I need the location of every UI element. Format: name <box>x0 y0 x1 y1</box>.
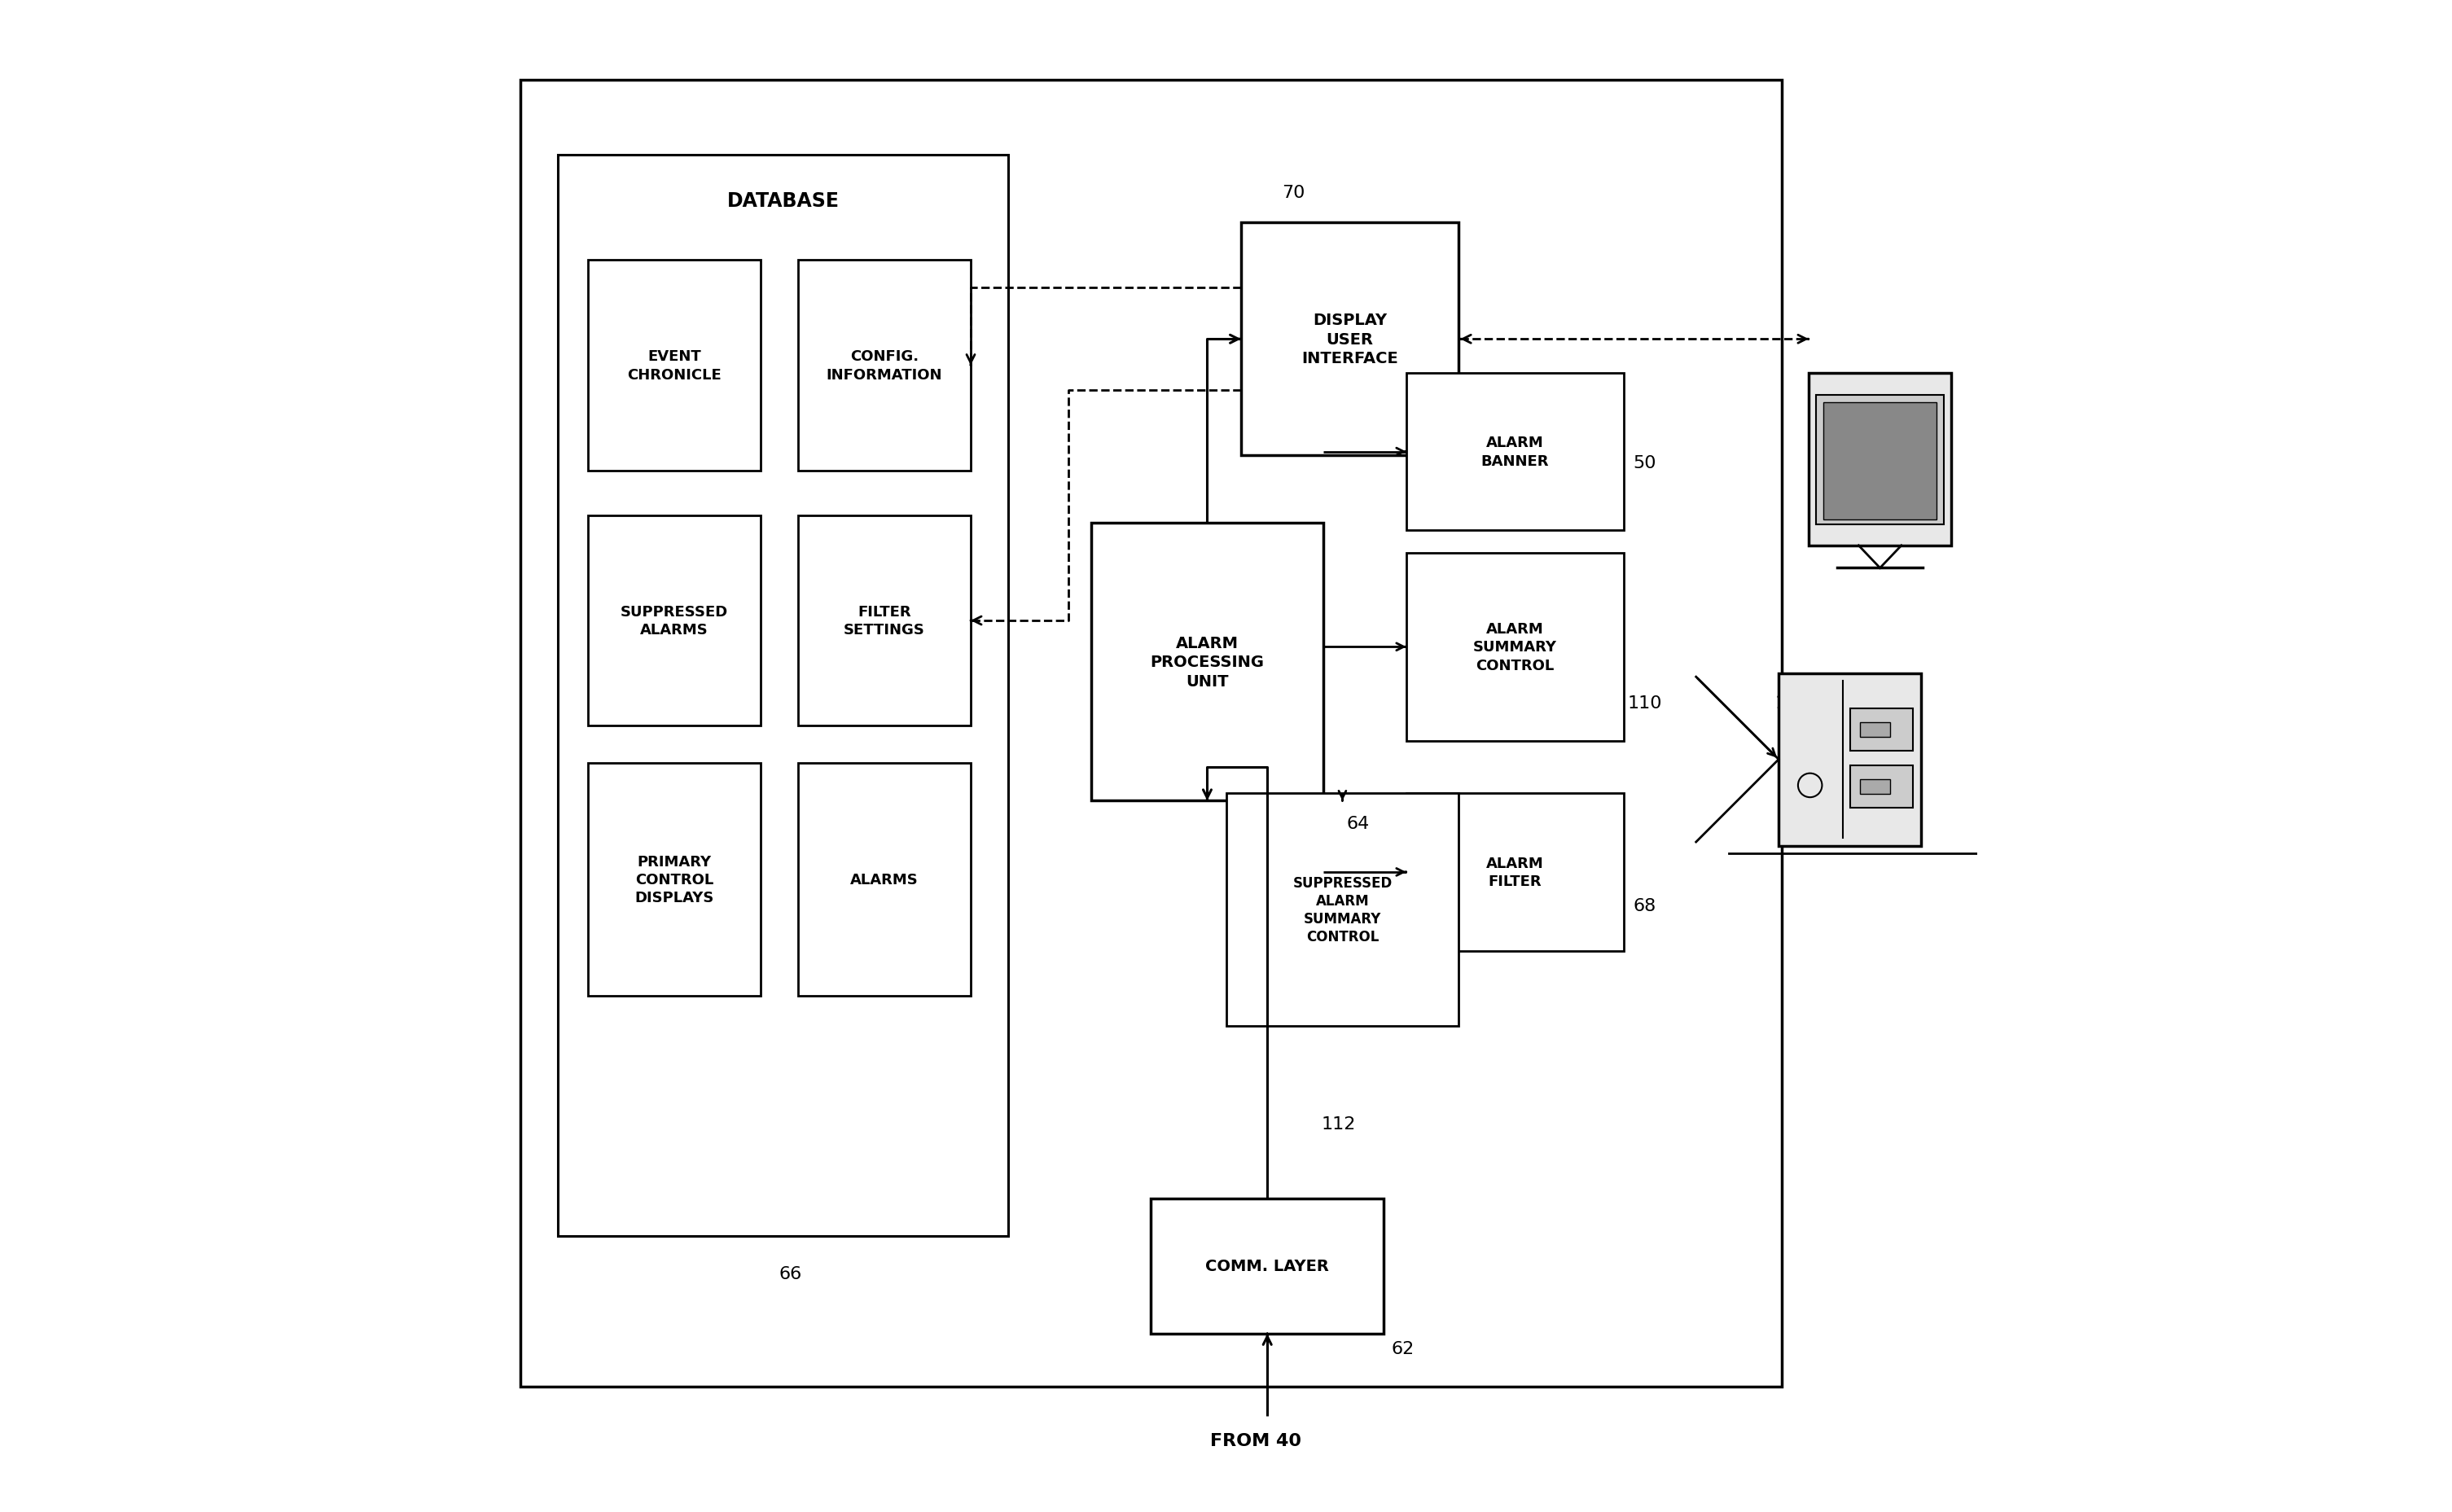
Text: 112: 112 <box>1322 1116 1356 1132</box>
Bar <box>797 764 971 996</box>
Text: ALARMS: ALARMS <box>851 872 919 888</box>
Bar <box>1405 553 1623 741</box>
Bar <box>1810 373 1952 546</box>
Bar <box>557 156 1008 1237</box>
Bar <box>1861 723 1890 738</box>
Text: 69: 69 <box>1900 387 1922 404</box>
Bar <box>1861 780 1890 795</box>
Text: 66: 66 <box>780 1266 802 1282</box>
Bar <box>1069 298 1662 1146</box>
Text: 70: 70 <box>1282 184 1304 201</box>
Bar <box>797 516 971 726</box>
Bar <box>1405 794 1623 951</box>
Bar <box>1405 373 1623 531</box>
Text: ALARM
FILTER: ALARM FILTER <box>1486 856 1545 889</box>
Text: ALARM
BANNER: ALARM BANNER <box>1481 435 1550 469</box>
Bar <box>1778 673 1922 847</box>
Text: SUPPRESSED
ALARM
SUMMARY
CONTROL: SUPPRESSED ALARM SUMMARY CONTROL <box>1292 875 1393 945</box>
Text: DISPLAY
USER
INTERFACE: DISPLAY USER INTERFACE <box>1302 313 1398 366</box>
Text: 68: 68 <box>1633 898 1658 915</box>
Bar <box>1091 523 1324 801</box>
Bar <box>588 260 760 470</box>
Text: 40: 40 <box>1839 815 1861 832</box>
Text: ALARM
PROCESSING
UNIT: ALARM PROCESSING UNIT <box>1150 635 1265 689</box>
Bar <box>520 80 1783 1387</box>
Bar <box>1849 767 1913 807</box>
Bar <box>1817 396 1944 525</box>
Bar <box>797 260 971 470</box>
Text: COMM. LAYER: COMM. LAYER <box>1206 1258 1329 1275</box>
Bar <box>1150 1199 1383 1334</box>
Bar <box>1824 402 1937 520</box>
Text: SUPPRESSED
ALARMS: SUPPRESSED ALARMS <box>620 605 728 637</box>
Bar <box>588 516 760 726</box>
Text: 50: 50 <box>1633 455 1658 472</box>
Bar <box>1241 224 1459 455</box>
Text: FILTER
SETTINGS: FILTER SETTINGS <box>843 605 924 637</box>
Bar <box>1226 794 1459 1027</box>
Text: ALARM
SUMMARY
CONTROL: ALARM SUMMARY CONTROL <box>1474 621 1557 673</box>
Text: EVENT
CHRONICLE: EVENT CHRONICLE <box>628 349 721 383</box>
Bar <box>1849 709 1913 751</box>
Bar <box>588 764 760 996</box>
Text: CONFIG.
INFORMATION: CONFIG. INFORMATION <box>826 349 942 383</box>
Text: 64: 64 <box>1346 815 1371 832</box>
Text: 62: 62 <box>1393 1341 1415 1356</box>
Text: 110: 110 <box>1628 696 1662 712</box>
Text: 14: 14 <box>1775 696 1797 712</box>
Text: FROM 40: FROM 40 <box>1211 1432 1302 1448</box>
Text: PRIMARY
CONTROL
DISPLAYS: PRIMARY CONTROL DISPLAYS <box>635 854 714 906</box>
Text: DATABASE: DATABASE <box>726 191 839 210</box>
